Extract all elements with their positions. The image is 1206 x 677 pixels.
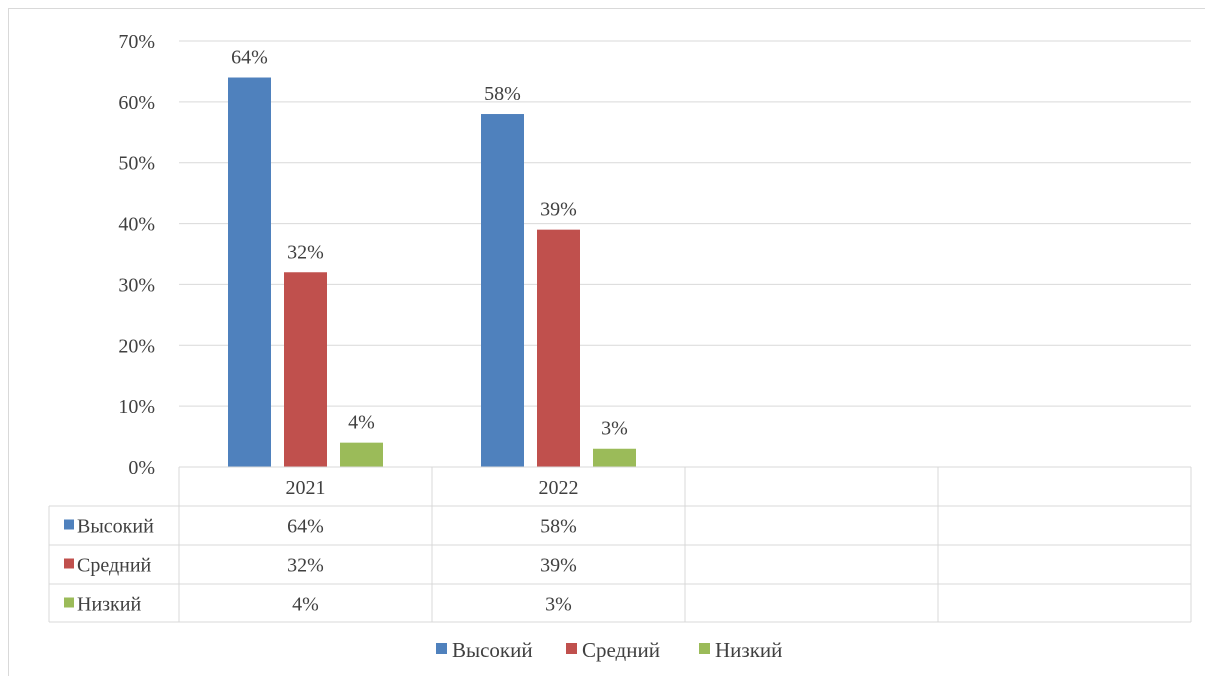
legend-key <box>436 643 447 654</box>
bar <box>340 442 383 467</box>
table-cell: 32% <box>287 555 324 577</box>
legend-label: Высокий <box>452 638 533 662</box>
data-label: 58% <box>484 83 521 105</box>
data-label: 39% <box>540 199 577 221</box>
table-legend-key <box>64 558 74 569</box>
table-series-name: Низкий <box>77 594 141 616</box>
bar <box>537 229 580 467</box>
data-label: 3% <box>601 418 628 440</box>
data-label: 64% <box>231 47 268 69</box>
table-cell: 3% <box>545 594 572 616</box>
table-cell: 39% <box>540 555 577 577</box>
category-label: 2021 <box>286 477 326 499</box>
bar-chart: 0% 10% 20% 30% 40% 50% 60% 70% 64% 58% 32% 39% 4% 3% 2… <box>48 31 1192 662</box>
table-cell: 58% <box>540 516 577 538</box>
y-tick-label: 0% <box>128 457 155 479</box>
legend-label: Средний <box>582 638 660 662</box>
y-tick-label: 40% <box>118 214 155 236</box>
legend-key <box>566 643 577 654</box>
bar <box>593 448 636 467</box>
table-legend-key <box>64 519 74 530</box>
table-legend-key <box>64 597 74 608</box>
y-tick-label: 10% <box>118 396 155 418</box>
y-tick-label: 70% <box>118 31 155 53</box>
table-cell: 64% <box>287 516 324 538</box>
bar <box>481 114 524 468</box>
y-tick-label: 60% <box>118 92 155 114</box>
bar <box>284 272 327 467</box>
y-tick-label: 30% <box>118 274 155 296</box>
data-label: 32% <box>287 241 324 263</box>
y-tick-label: 20% <box>118 335 155 357</box>
category-label: 2022 <box>539 477 579 499</box>
legend-key <box>699 643 710 654</box>
table-series-name: Средний <box>77 555 152 577</box>
table-series-name: Высокий <box>77 516 154 538</box>
data-label: 4% <box>348 412 375 434</box>
table-cell: 4% <box>292 594 319 616</box>
y-tick-label: 50% <box>118 153 155 175</box>
legend-label: Низкий <box>715 638 782 662</box>
bar <box>228 77 271 467</box>
chart-frame: 0% 10% 20% 30% 40% 50% 60% 70% 64% 58% 32% 39% 4% 3% 2… <box>8 8 1205 676</box>
